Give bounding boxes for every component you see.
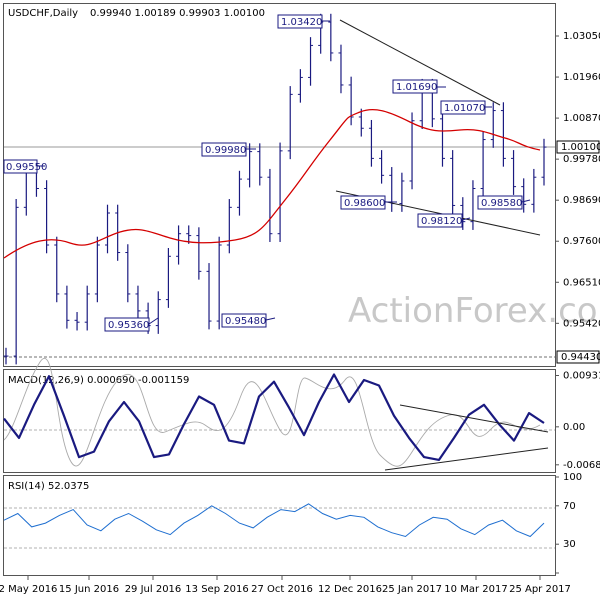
macd-tick-label: -0.006894 <box>563 460 600 471</box>
annotation-leader-10 <box>265 317 276 321</box>
moving-average-line <box>3 108 541 259</box>
time-tick-label: 15 Jun 2016 <box>59 584 119 595</box>
macd-signal-line <box>3 358 541 467</box>
annotation-0-98120: 0.98120 <box>421 216 462 227</box>
annotation-0-99980: 0.99980 <box>205 145 246 156</box>
time-tick-label: 10 Mar 2017 <box>444 584 507 595</box>
rsi-tick-label: 100 <box>563 472 582 483</box>
watermark: ActionForex.com <box>348 291 600 331</box>
price-annotations: 1.03420 1.01690 1.01070 0.99980 0.99550 … <box>3 14 531 332</box>
rsi-tick-label: 30 <box>563 539 576 550</box>
rsi-line-group <box>3 503 545 538</box>
rsi-title: RSI(14) 52.0375 <box>8 481 89 492</box>
ohlc-values: 0.99940 1.00189 0.99903 1.00100 <box>90 8 265 19</box>
macd-line-group <box>3 373 545 461</box>
time-tick-label: 25 Apr 2017 <box>509 584 571 595</box>
annotation-0-98580: 0.98580 <box>481 198 522 209</box>
price-panel-frame <box>3 3 556 367</box>
macd-line <box>3 373 545 461</box>
upper-trend-line <box>339 19 501 106</box>
rsi-panel-frame <box>3 475 556 576</box>
macd-axis: 0.009318 0.00 -0.006894 <box>555 371 600 471</box>
price-title: USDCHF,Daily <box>8 8 78 19</box>
annotation-box-9 <box>104 317 150 332</box>
annotation-box-7 <box>417 213 463 228</box>
rsi-axis: 100 70 30 <box>555 472 582 574</box>
annotation-0-95360: 0.95360 <box>108 320 149 331</box>
time-tick-label: 25 Jan 2017 <box>382 584 442 595</box>
price-tick-label: 1.03050 <box>563 31 600 42</box>
annotation-0-98600: 0.98600 <box>344 198 385 209</box>
current-price-box <box>556 140 600 154</box>
annotation-0-99550: 0.99550 <box>6 162 47 173</box>
price-low-label: 0.94430 <box>561 352 600 363</box>
annotation-1-01690: 1.01690 <box>396 82 437 93</box>
time-axis: 2 May 2016 15 Jun 2016 29 Jul 2016 13 Sep 2… <box>0 576 571 595</box>
time-tick-label: 13 Sep 2016 <box>185 584 248 595</box>
price-low-box <box>556 350 600 364</box>
time-tick-label: 2 May 2016 <box>0 584 57 595</box>
annotation-box-8 <box>477 195 523 210</box>
macd-tick-label: 0.009318 <box>563 371 600 382</box>
annotation-1-01070: 1.01070 <box>444 103 485 114</box>
annotation-leader-8 <box>521 199 531 203</box>
annotation-1-03420: 1.03420 <box>281 17 322 28</box>
macd-tick-label: 0.00 <box>563 422 585 433</box>
annotation-leader-9 <box>148 317 159 325</box>
time-tick-label: 12 Dec 2016 <box>318 584 382 595</box>
macd-lower-trend-line <box>384 447 549 471</box>
rsi-tick-label: 70 <box>563 501 576 512</box>
macd-title: MACD(12,26,9) 0.000690 -0.001159 <box>8 375 189 386</box>
macd-panel-frame <box>3 369 556 473</box>
rsi-line <box>3 503 545 538</box>
annotation-0-95480: 0.95480 <box>225 316 266 327</box>
annotation-leader-7 <box>461 217 471 221</box>
price-tick-label: 1.01960 <box>563 72 600 83</box>
macd-upper-trend-line <box>399 404 549 433</box>
time-tick-label: 27 Oct 2016 <box>251 584 313 595</box>
time-tick-label: 29 Jul 2016 <box>125 584 182 595</box>
annotation-box-10 <box>221 313 267 328</box>
current-price-label: 1.00100 <box>561 142 600 153</box>
